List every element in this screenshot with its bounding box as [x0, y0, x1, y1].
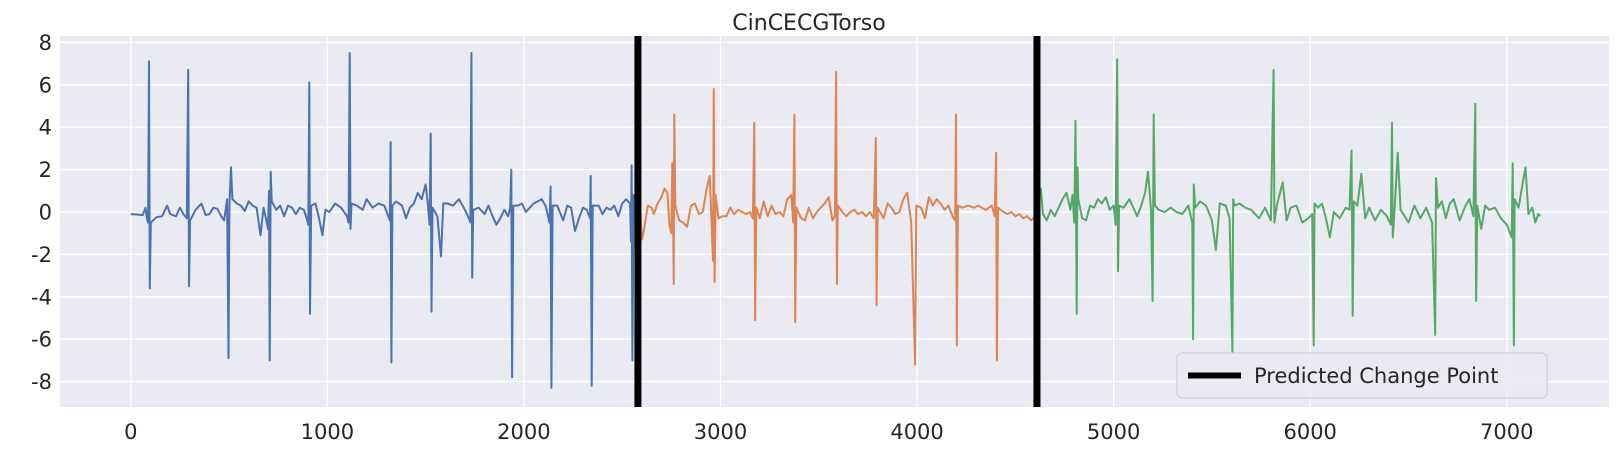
x-tick-label: 4000 — [890, 420, 943, 444]
x-tick-label: 3000 — [694, 420, 747, 444]
legend-box — [1176, 352, 1548, 399]
x-axis: 0 1000 2000 3000 4000 5000 6000 7000 — [124, 420, 1533, 444]
plot-area — [60, 36, 1609, 407]
y-tick-label: -8 — [31, 370, 52, 394]
x-tick-label: 5000 — [1087, 420, 1140, 444]
y-tick-label: -2 — [31, 243, 52, 267]
y-tick-label: 0 — [39, 200, 52, 224]
change-point-lines — [634, 36, 1041, 407]
x-tick-label: 7000 — [1480, 420, 1533, 444]
y-axis: -8 -6 -4 -2 0 2 4 6 8 — [31, 31, 52, 394]
x-tick-label: 2000 — [497, 420, 550, 444]
x-tick-label: 6000 — [1283, 420, 1336, 444]
y-tick-label: 8 — [39, 31, 52, 55]
legend: Predicted Change Point — [1176, 352, 1548, 399]
series-line-segment-2 — [636, 71, 1038, 366]
y-tick-label: 4 — [39, 116, 52, 140]
series-line-segment-3 — [1036, 58, 1541, 353]
x-tick-label: 0 — [124, 420, 137, 444]
series-line-segment-1 — [130, 52, 639, 389]
x-tick-label: 1000 — [301, 420, 354, 444]
y-tick-label: -4 — [31, 285, 52, 309]
legend-label-change-point: Predicted Change Point — [1254, 364, 1498, 388]
chart-title: CinCECGTorso — [732, 11, 885, 36]
y-tick-label: 2 — [39, 158, 52, 182]
series-lines — [130, 52, 1541, 389]
y-tick-label: 6 — [39, 73, 52, 97]
y-tick-label: -6 — [31, 328, 52, 352]
